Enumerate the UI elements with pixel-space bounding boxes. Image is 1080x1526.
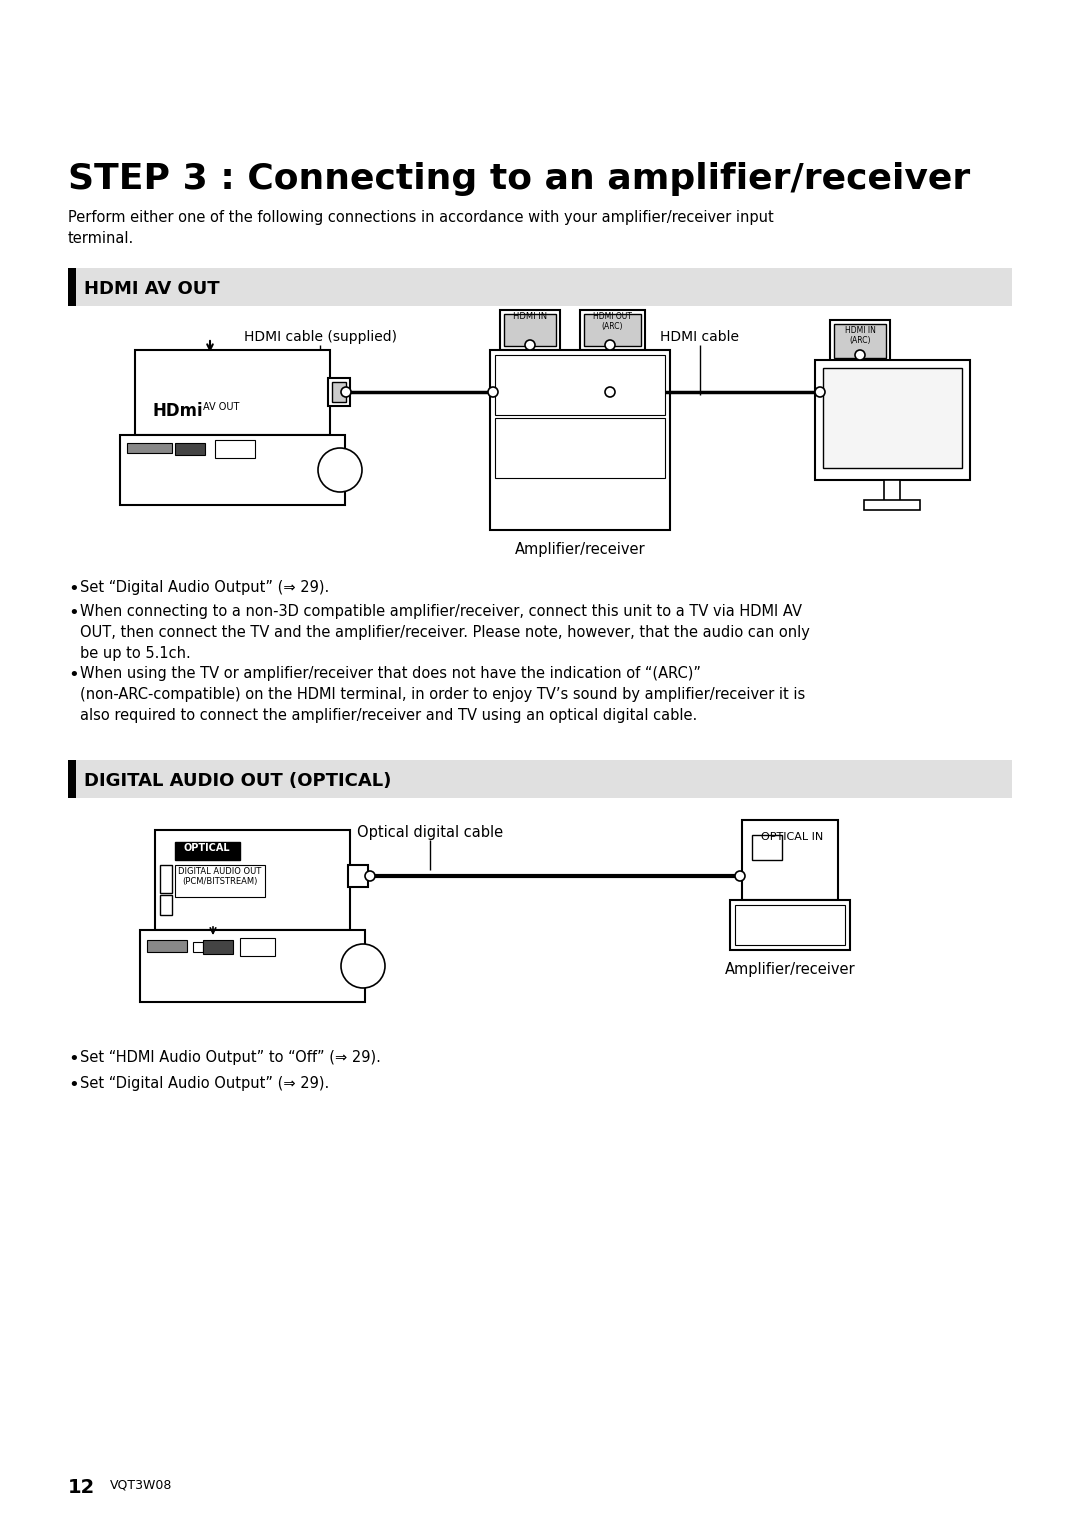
Bar	[735, 905, 845, 945]
Text: HDMI AV OUT: HDMI AV OUT	[84, 279, 219, 298]
Bar	[500, 310, 561, 349]
Bar	[495, 418, 665, 478]
Bar	[140, 929, 365, 1003]
Bar	[823, 368, 962, 468]
Circle shape	[341, 388, 351, 397]
Bar	[175, 865, 265, 897]
Text: Amplifier/receiver: Amplifier/receiver	[515, 542, 646, 557]
Circle shape	[365, 871, 375, 881]
Text: HDMI cable: HDMI cable	[661, 330, 740, 343]
Text: •: •	[68, 665, 79, 684]
Circle shape	[735, 871, 745, 881]
Circle shape	[318, 449, 362, 491]
Bar	[160, 865, 172, 893]
Text: 12: 12	[68, 1479, 95, 1497]
Bar	[68, 269, 76, 307]
Circle shape	[488, 388, 498, 397]
Bar	[328, 378, 350, 406]
Text: DIGITAL AUDIO OUT (OPTICAL): DIGITAL AUDIO OUT (OPTICAL)	[84, 772, 391, 790]
Text: Perform either one of the following connections in accordance with your amplifie: Perform either one of the following conn…	[68, 211, 773, 246]
Bar	[135, 349, 330, 435]
Bar	[834, 324, 886, 359]
Bar	[831, 320, 890, 362]
Bar	[160, 896, 172, 916]
Bar	[752, 835, 782, 861]
Text: OPTICAL: OPTICAL	[184, 842, 230, 853]
Bar	[742, 819, 838, 900]
Bar	[348, 865, 368, 887]
Text: STEP 3 : Connecting to an amplifier/receiver: STEP 3 : Connecting to an amplifier/rece…	[68, 162, 970, 195]
Bar	[68, 760, 1012, 798]
Bar	[885, 481, 900, 502]
Bar	[68, 760, 76, 798]
Bar	[332, 382, 346, 401]
Text: OPTICAL IN: OPTICAL IN	[761, 832, 823, 842]
Text: Set “HDMI Audio Output” to “Off” (⇒ 29).: Set “HDMI Audio Output” to “Off” (⇒ 29).	[80, 1050, 381, 1065]
Bar	[156, 830, 350, 929]
Bar	[127, 443, 172, 453]
Bar	[68, 269, 1012, 307]
Bar	[490, 349, 670, 530]
Text: HDMI cable (supplied): HDMI cable (supplied)	[243, 330, 396, 343]
Bar	[815, 360, 970, 481]
Bar	[203, 940, 233, 954]
Circle shape	[855, 349, 865, 360]
Circle shape	[605, 340, 615, 349]
Text: HDmi: HDmi	[153, 401, 204, 420]
Bar	[584, 314, 642, 346]
Bar	[495, 356, 665, 415]
Bar	[240, 938, 275, 955]
Text: Set “Digital Audio Output” (⇒ 29).: Set “Digital Audio Output” (⇒ 29).	[80, 580, 329, 595]
Text: Optical digital cable: Optical digital cable	[356, 826, 503, 839]
Text: •: •	[68, 1050, 79, 1068]
Text: Amplifier/receiver: Amplifier/receiver	[725, 961, 855, 977]
Text: •: •	[68, 604, 79, 623]
Bar	[730, 900, 850, 951]
Bar	[864, 501, 920, 510]
Circle shape	[815, 388, 825, 397]
Text: VQT3W08: VQT3W08	[110, 1479, 173, 1491]
Text: DIGITAL AUDIO OUT
(PCM/BITSTREAM): DIGITAL AUDIO OUT (PCM/BITSTREAM)	[178, 867, 261, 887]
Text: When using the TV or amplifier/receiver that does not have the indication of “(A: When using the TV or amplifier/receiver …	[80, 665, 806, 723]
Bar	[215, 439, 255, 458]
Bar	[175, 842, 240, 861]
Text: Set “Digital Audio Output” (⇒ 29).: Set “Digital Audio Output” (⇒ 29).	[80, 1076, 329, 1091]
Circle shape	[525, 340, 535, 349]
Bar	[175, 443, 205, 455]
Text: •: •	[68, 1076, 79, 1094]
Text: AV OUT: AV OUT	[203, 401, 240, 412]
Bar	[193, 942, 203, 952]
Text: HDMI IN
(ARC): HDMI IN (ARC)	[845, 327, 876, 345]
Text: When connecting to a non-3D compatible amplifier/receiver, connect this unit to : When connecting to a non-3D compatible a…	[80, 604, 810, 661]
Circle shape	[605, 388, 615, 397]
Bar	[504, 314, 556, 346]
Bar	[120, 435, 345, 505]
Text: •: •	[68, 580, 79, 598]
Bar	[580, 310, 645, 349]
Circle shape	[341, 945, 384, 987]
Bar	[147, 940, 187, 952]
Text: HDMI IN: HDMI IN	[513, 311, 548, 320]
Text: HDMI OUT
(ARC): HDMI OUT (ARC)	[593, 311, 632, 331]
